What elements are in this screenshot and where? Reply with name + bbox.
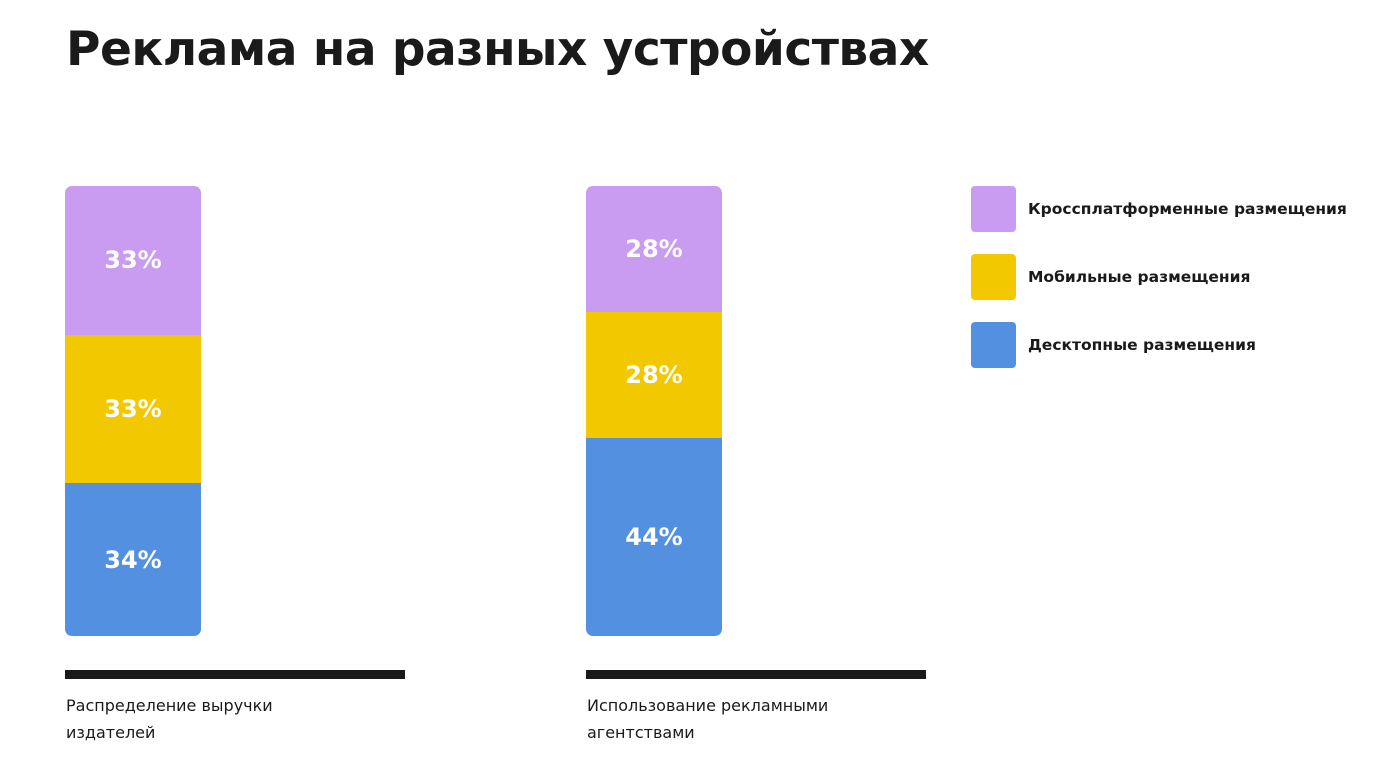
legend-item-cross: Кроссплатформенные размещения (971, 186, 1347, 232)
legend-swatch (971, 322, 1016, 368)
category-divider (586, 670, 926, 679)
category-label-agencies: Использование рекламными агентствами (587, 696, 829, 742)
bar-segment-desktop: 44% (586, 438, 722, 636)
category-label-publishers: Распределение выручки издателей (66, 696, 273, 742)
page-title: Реклама на разных устройствах (66, 22, 929, 77)
data-label: 33% (104, 394, 162, 423)
data-label: 34% (104, 545, 162, 574)
stacked-bar-agencies: 28% 28% 44% (586, 186, 722, 636)
legend-swatch (971, 254, 1016, 300)
bar-segment-cross: 28% (586, 186, 722, 312)
legend: Кроссплатформенные размещения Мобильные … (971, 186, 1347, 390)
data-label: 33% (104, 246, 162, 275)
category-divider (65, 670, 405, 679)
legend-item-desktop: Десктопные размещения (971, 322, 1347, 368)
data-label: 44% (625, 523, 683, 551)
bar-segment-mobile: 28% (586, 312, 722, 438)
bar-segment-cross: 33% (65, 186, 201, 335)
legend-label: Мобильные размещения (1028, 268, 1251, 286)
legend-label: Десктопные размещения (1028, 336, 1256, 354)
bar-segment-mobile: 33% (65, 334, 201, 483)
stacked-bar-publishers: 33% 33% 34% (65, 186, 201, 636)
bar-segment-desktop: 34% (65, 483, 201, 636)
legend-label: Кроссплатформенные размещения (1028, 200, 1347, 218)
data-label: 28% (625, 361, 683, 389)
legend-swatch (971, 186, 1016, 232)
data-label: 28% (625, 235, 683, 263)
legend-item-mobile: Мобильные размещения (971, 254, 1347, 300)
